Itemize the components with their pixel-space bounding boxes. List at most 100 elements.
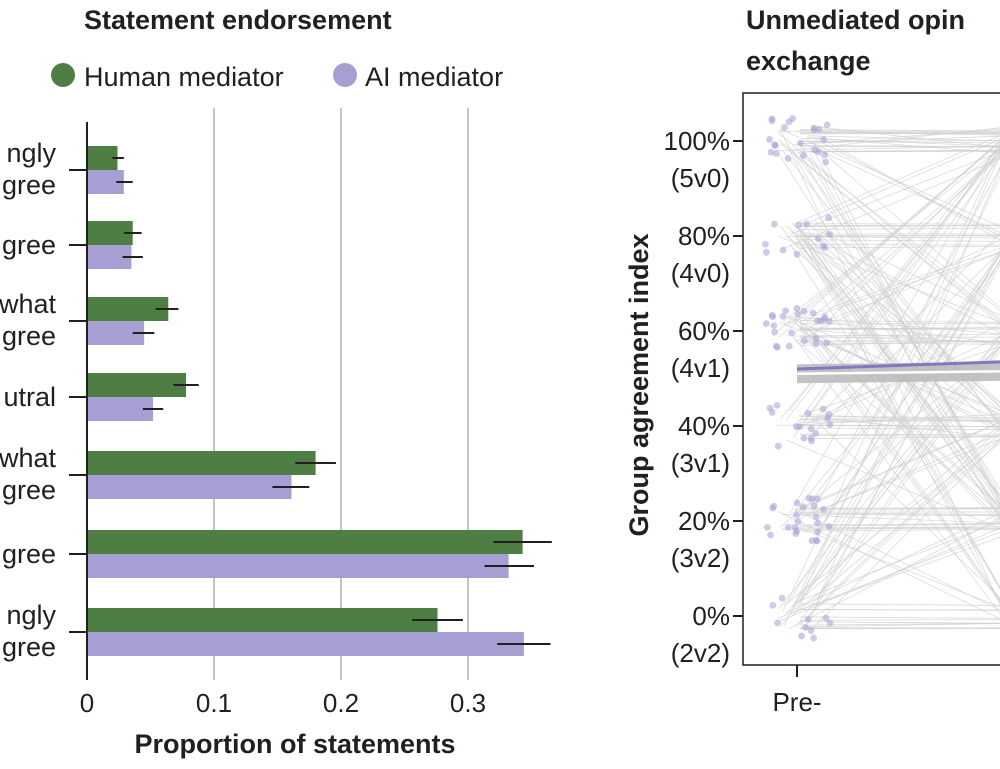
y-tick-label: 80% bbox=[678, 221, 730, 251]
trajectory-line bbox=[799, 523, 1000, 527]
trajectory-line bbox=[799, 234, 1000, 237]
data-dot bbox=[815, 125, 823, 133]
left-chart-title: Statement endorsement bbox=[84, 5, 392, 35]
trajectory-line bbox=[799, 507, 1000, 509]
bar-ai bbox=[87, 554, 509, 578]
mean-line-ai bbox=[796, 360, 1000, 371]
trajectory-line bbox=[799, 227, 1000, 230]
trajectory-line bbox=[804, 155, 1000, 334]
bar-human bbox=[87, 297, 169, 321]
data-dot bbox=[802, 624, 810, 631]
y-tick-label: 60% bbox=[678, 316, 730, 346]
data-dot bbox=[825, 214, 832, 222]
data-dot bbox=[794, 310, 802, 318]
left-axis: 0 0.1 0.2 0.3 bbox=[69, 122, 486, 718]
category-label-line1: ngly bbox=[6, 600, 56, 630]
mean-line-unmediated bbox=[796, 370, 1000, 375]
category-label: utral bbox=[3, 382, 56, 412]
data-dot bbox=[773, 343, 781, 351]
data-dot bbox=[770, 322, 778, 330]
category-label: gree bbox=[2, 230, 56, 260]
data-dot bbox=[814, 528, 821, 536]
trajectory-line bbox=[799, 427, 1000, 430]
right-y-ticks: 100% (5v0) 80% (4v0) 60% (4v1) 40% (3v1) 20% (3v2… bbox=[664, 126, 743, 668]
trajectory-line bbox=[802, 151, 1000, 346]
trajectory-line bbox=[814, 252, 1000, 326]
data-dot bbox=[785, 342, 793, 350]
category-label-line1: what bbox=[0, 289, 56, 319]
trajectory-line bbox=[802, 222, 1000, 316]
trajectory-line bbox=[799, 513, 1000, 517]
trajectory-line bbox=[799, 225, 1000, 227]
data-dot bbox=[800, 434, 808, 442]
trajectory-line bbox=[790, 523, 1000, 608]
data-dot bbox=[807, 627, 815, 634]
data-dot bbox=[794, 518, 802, 526]
data-dot bbox=[820, 505, 827, 513]
data-dot bbox=[826, 230, 834, 238]
data-dot bbox=[800, 307, 808, 315]
data-dot bbox=[809, 309, 817, 317]
data-dot bbox=[774, 442, 782, 450]
data-dot bbox=[781, 124, 788, 131]
data-dot bbox=[779, 246, 787, 254]
left-x-axis-title: Proportion of statements bbox=[134, 729, 455, 759]
data-dot bbox=[791, 524, 799, 531]
data-dot bbox=[826, 619, 834, 627]
data-dot bbox=[810, 502, 818, 510]
legend-human-label: Human mediator bbox=[84, 62, 284, 92]
data-dot bbox=[774, 619, 781, 627]
trajectory-line bbox=[799, 419, 1000, 422]
trajectory-line bbox=[799, 245, 1000, 249]
trajectory-line bbox=[799, 334, 1000, 337]
trajectory-line bbox=[797, 135, 1000, 145]
y-tick-sublabel: (2v2) bbox=[671, 638, 730, 668]
trajectory-line bbox=[815, 250, 1000, 536]
left-grid bbox=[213, 108, 469, 680]
data-dot bbox=[769, 504, 776, 512]
y-tick-sublabel: (4v0) bbox=[671, 258, 730, 288]
y-tick-sublabel: (3v1) bbox=[671, 448, 730, 478]
y-tick-label: 0% bbox=[692, 601, 730, 631]
data-dot bbox=[810, 634, 817, 642]
right-mean-lines bbox=[796, 360, 1000, 384]
y-tick-label: 20% bbox=[678, 506, 730, 536]
trajectory-line bbox=[799, 528, 1000, 532]
data-dot bbox=[817, 317, 825, 325]
trajectory-line bbox=[797, 140, 1000, 233]
data-dot bbox=[793, 499, 801, 507]
trajectory-line bbox=[786, 141, 1000, 328]
y-tick-label: 100% bbox=[664, 126, 731, 156]
data-dot bbox=[762, 240, 769, 248]
data-dot bbox=[771, 328, 778, 336]
trajectory-line bbox=[794, 252, 1000, 615]
right-chart-title-line2: exchange bbox=[746, 46, 871, 76]
data-dot bbox=[799, 503, 807, 511]
data-dot bbox=[769, 313, 777, 321]
right-chart-title-line1: Unmediated opin bbox=[746, 5, 965, 35]
trajectory-line bbox=[799, 622, 1000, 626]
trajectory-line bbox=[799, 132, 1000, 135]
right-trajectory-lines bbox=[776, 125, 1000, 631]
trajectory-line bbox=[803, 238, 1000, 589]
trajectory-line bbox=[798, 140, 1000, 497]
data-dot bbox=[807, 434, 815, 442]
data-dot bbox=[792, 423, 800, 430]
data-dot bbox=[773, 401, 781, 409]
data-dot bbox=[815, 235, 822, 243]
data-dot bbox=[762, 320, 770, 328]
y-tick-sublabel: (3v2) bbox=[671, 543, 730, 573]
data-dot bbox=[769, 602, 777, 609]
trajectory-line bbox=[799, 130, 1000, 133]
data-dot bbox=[823, 121, 831, 129]
bar-human bbox=[87, 373, 187, 397]
data-dot bbox=[804, 615, 812, 623]
data-dot bbox=[819, 242, 827, 250]
trajectory-line bbox=[799, 603, 1000, 606]
data-dot bbox=[768, 409, 776, 416]
data-dot bbox=[784, 523, 792, 531]
trajectory-line bbox=[799, 512, 1000, 516]
left-category-labels: nglygreegreewhatgreeutralwhatgreegreengl… bbox=[0, 138, 56, 662]
data-dot bbox=[813, 495, 821, 503]
